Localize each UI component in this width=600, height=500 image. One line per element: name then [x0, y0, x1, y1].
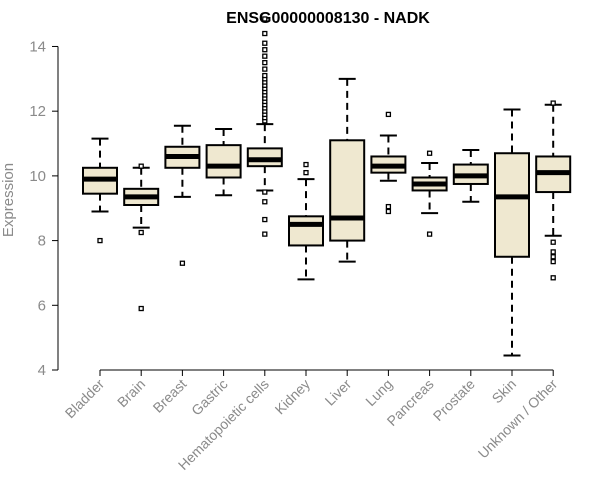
outlier-point: [138, 229, 144, 236]
outlier-point: [262, 53, 268, 59]
box-prostate: [452, 149, 489, 203]
outlier-point: [262, 40, 268, 46]
y-axis: 4 6 8 10 12 14: [29, 38, 59, 379]
iqr-box: [329, 139, 366, 242]
outlier-point: [262, 59, 268, 66]
outlier-point: [550, 254, 556, 260]
y-tick-label: 14: [29, 38, 46, 55]
x-tick-label: Liver: [322, 376, 355, 409]
x-tick-label: Lung: [362, 376, 395, 409]
outlier-point: [262, 231, 268, 237]
box-breast: [164, 124, 201, 266]
outlier-point: [550, 249, 556, 255]
outlier-point: [385, 111, 392, 118]
outlier-point: [550, 258, 556, 265]
outlier-point: [262, 199, 268, 205]
outlier-point: [262, 16, 268, 22]
y-tick-label: 12: [29, 103, 46, 120]
box-lung: [370, 111, 407, 215]
outlier-point: [550, 100, 556, 106]
y-tick-label: 6: [38, 297, 46, 314]
outlier-point: [550, 275, 556, 281]
x-tick-label: Prostate: [430, 376, 478, 424]
box-bladder: [82, 137, 118, 244]
box-hematopoietic-cells: [246, 16, 283, 237]
x-tick-label: Kidney: [272, 376, 314, 418]
outlier-point: [550, 239, 556, 245]
x-tick-label: Bladder: [62, 376, 108, 422]
outlier-point: [385, 203, 392, 210]
outlier-point: [179, 260, 186, 266]
y-tick-label: 4: [38, 362, 46, 379]
y-axis-label: Expression: [0, 163, 17, 237]
y-tick-label: 8: [38, 233, 46, 250]
box-pancreas: [411, 150, 448, 237]
outlier-point: [138, 163, 144, 169]
outlier-point: [385, 208, 392, 215]
outlier-point: [426, 231, 433, 237]
x-tick-label: Brain: [114, 376, 148, 410]
box-gastric: [205, 127, 242, 197]
iqr-box: [494, 152, 530, 258]
iqr-box: [288, 215, 324, 247]
outlier-point: [426, 150, 433, 156]
box-unknown-other: [535, 100, 572, 281]
x-tick-label: Skin: [489, 376, 520, 407]
outlier-point: [262, 30, 268, 37]
outlier-point: [262, 216, 268, 223]
box-liver: [329, 77, 366, 263]
box-brain: [123, 163, 160, 312]
outlier-point: [262, 72, 268, 79]
outlier-point: [262, 189, 268, 195]
outlier-point: [262, 66, 268, 72]
iqr-box: [205, 144, 242, 179]
outlier-point: [303, 169, 309, 176]
x-tick-label: Breast: [150, 376, 190, 416]
box-kidney: [288, 161, 324, 281]
chart-title: ENSG00000008130 - NADK: [226, 10, 430, 27]
box-group: [82, 16, 572, 357]
outlier-point: [97, 237, 103, 244]
box-skin: [494, 108, 530, 357]
outlier-point: [303, 161, 309, 168]
outlier-point: [262, 47, 268, 53]
outlier-point: [138, 305, 144, 312]
y-tick-label: 10: [29, 168, 46, 185]
